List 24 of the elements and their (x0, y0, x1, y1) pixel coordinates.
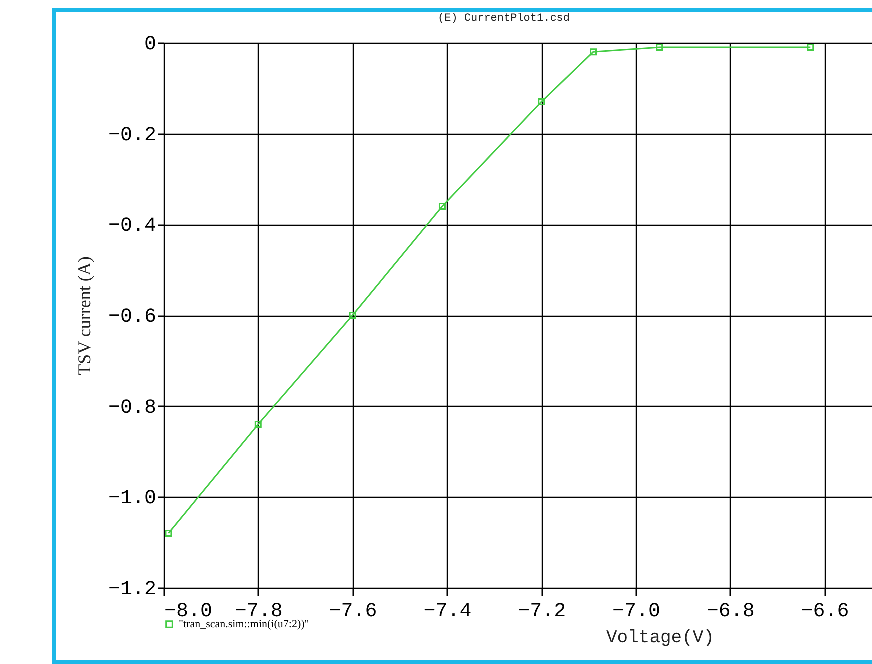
x-tick-label: −7.0 (612, 600, 661, 624)
x-tick-label: −6.6 (801, 600, 850, 624)
chart-title: (E) CurrentPlot1.csd (438, 13, 570, 25)
y-tick-label: −0.2 (108, 124, 156, 148)
point (656, 44, 664, 52)
point (807, 44, 814, 52)
x-tick-label: −7.6 (329, 600, 378, 624)
y-tick-label: −1.0 (108, 488, 156, 511)
x-axis-title: Voltage(V) (606, 628, 715, 648)
point (438, 203, 446, 210)
point (349, 312, 356, 319)
y-tick-label: −0.8 (108, 396, 156, 420)
x-tick-label: −7.4 (424, 600, 472, 624)
y-tick-label: 0 (144, 34, 156, 56)
point (254, 421, 262, 428)
point (590, 48, 598, 56)
y-tick-label: −0.4 (108, 215, 156, 238)
x-tick-label: −6.8 (706, 600, 755, 624)
y-tick-label: −0.6 (108, 306, 156, 329)
y-tick-label: −1.2 (108, 578, 156, 602)
point (538, 98, 546, 106)
point (165, 530, 172, 537)
y-axis-title: TSV current (A) (74, 256, 94, 376)
x-tick-label: −7.2 (518, 600, 566, 624)
